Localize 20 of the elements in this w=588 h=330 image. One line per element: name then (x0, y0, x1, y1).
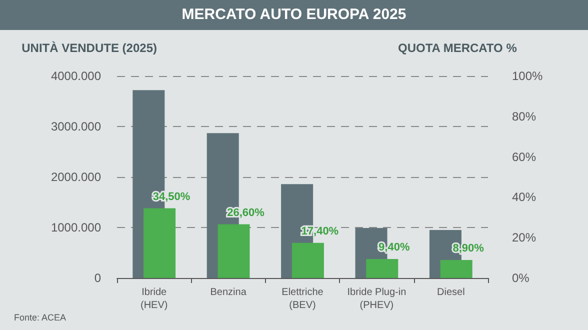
x-tick-label: Ibride (HEV) (140, 287, 168, 311)
x-tick-label: Diesel (437, 287, 465, 298)
y-tick-label: 2000.000 (50, 170, 102, 184)
x-tick-label: Benzina (210, 287, 247, 298)
y2-tick-label: 60% (512, 150, 536, 164)
y2-tick-label: 80% (512, 109, 536, 124)
x-tick-label: Elettriche (BEV) (282, 287, 324, 311)
y-tick-label: 4000.000 (50, 69, 102, 83)
source-note: Fonte: ACEA (14, 312, 66, 322)
y-tick-label: 1000.000 (50, 220, 102, 234)
chart-title: MERCATO AUTO EUROPA 2025 (0, 0, 588, 30)
y-tick-label: 3000.000 (50, 120, 102, 134)
y2-tick-label: 0% (512, 271, 530, 285)
y-tick-label: 0 (94, 271, 102, 285)
x-tick-label: Ibride Plug-in (PHEV) (347, 287, 406, 311)
y-axis-title: UNITÀ VENDUTE (2025) (22, 41, 157, 55)
y2-axis-title: QUOTA MERCATO % (398, 41, 518, 55)
y2-tick-label: 40% (512, 190, 536, 204)
y2-tick-label: 20% (512, 230, 536, 245)
y2-tick-label: 100% (512, 69, 544, 83)
